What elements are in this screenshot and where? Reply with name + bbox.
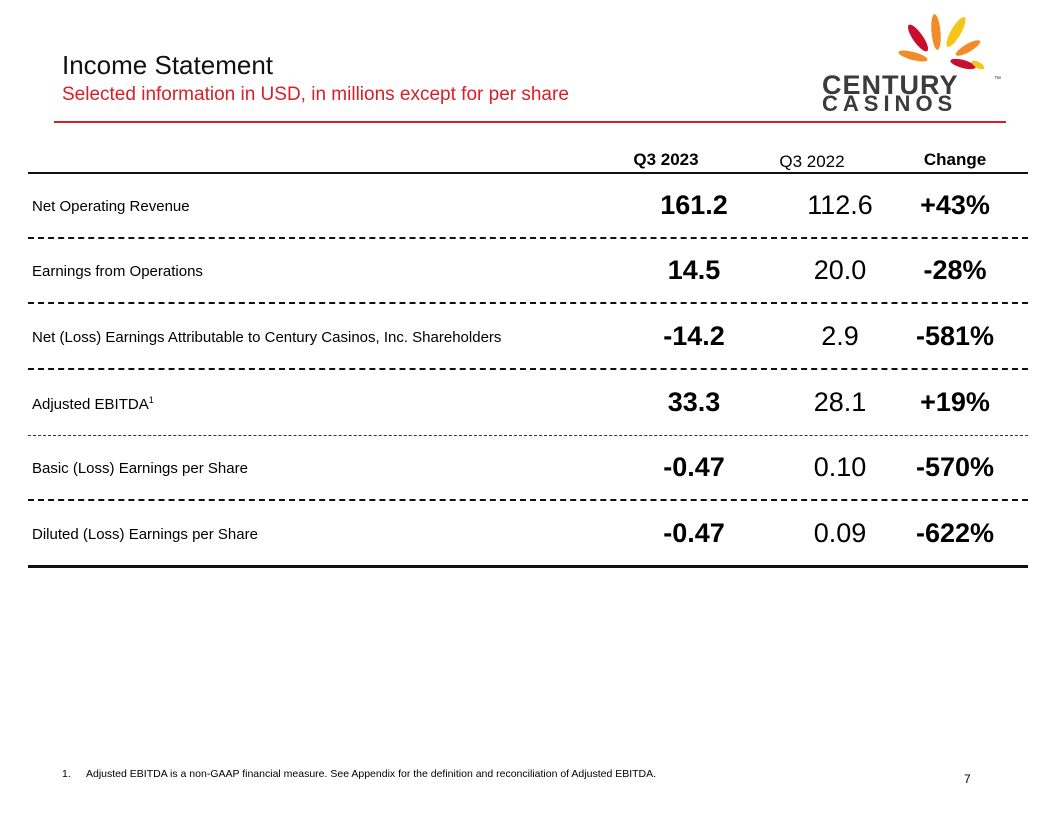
- change-value: -622%: [915, 518, 995, 548]
- row-label: Adjusted EBITDA1: [32, 395, 154, 413]
- row-divider: [28, 499, 1028, 501]
- row-label: Diluted (Loss) Earnings per Share: [32, 526, 258, 543]
- row-divider: [28, 237, 1028, 239]
- logo-line2: CASINOS: [822, 91, 957, 112]
- page-subtitle: Selected information in USD, in millions…: [62, 84, 569, 105]
- table-row: Net (Loss) Earnings Attributable to Cent…: [28, 305, 1028, 370]
- header-divider: [28, 172, 1028, 174]
- table-row: Adjusted EBITDA1 33.3 28.1 +19%: [28, 371, 1028, 436]
- q3-2022-value: 28.1: [813, 387, 867, 417]
- table-row: Basic (Loss) Earnings per Share -0.47 0.…: [28, 436, 1028, 501]
- row-divider: [28, 368, 1028, 370]
- change-value: +43%: [920, 190, 990, 220]
- column-header-q3-2022: Q3 2022: [779, 152, 845, 171]
- title-divider: [54, 121, 1006, 123]
- footnote-number: 1.: [62, 768, 71, 780]
- q3-2023-value: 161.2: [660, 190, 728, 220]
- table-row: Diluted (Loss) Earnings per Share -0.47 …: [28, 502, 1028, 567]
- q3-2022-value: 112.6: [807, 190, 873, 220]
- change-value: +19%: [920, 387, 990, 417]
- row-label: Net Operating Revenue: [32, 198, 190, 215]
- page-title: Income Statement: [62, 50, 273, 80]
- q3-2023-value: -0.47: [663, 518, 725, 548]
- q3-2023-value: 33.3: [667, 387, 721, 417]
- page-number: 7: [964, 772, 971, 786]
- logo-line1: CENTURY: [822, 70, 959, 100]
- table-row: Earnings from Operations 14.5 20.0 -28%: [28, 239, 1028, 304]
- footnote-reference: 1: [148, 395, 154, 405]
- q3-2023-value: -0.47: [663, 452, 725, 482]
- footnote-text: Adjusted EBITDA is a non-GAAP financial …: [86, 768, 657, 780]
- column-header-change: Change: [923, 150, 987, 169]
- row-label: Earnings from Operations: [32, 263, 203, 280]
- century-casinos-logo: CENTURY ™ CASINOS: [822, 14, 1001, 112]
- starburst-icon: [898, 14, 985, 70]
- trademark-mark: ™: [994, 76, 1001, 83]
- column-header-q3-2023: Q3 2023: [633, 150, 699, 169]
- row-label-text: Adjusted EBITDA: [32, 396, 149, 413]
- q3-2023-value: -14.2: [663, 321, 725, 351]
- change-value: -581%: [915, 321, 995, 351]
- q3-2022-value: 0.09: [813, 518, 867, 548]
- q3-2022-value: 2.9: [821, 321, 859, 351]
- q3-2023-value: 14.5: [667, 255, 721, 285]
- row-label: Basic (Loss) Earnings per Share: [32, 460, 248, 477]
- row-label: Net (Loss) Earnings Attributable to Cent…: [32, 329, 502, 346]
- q3-2022-value: 0.10: [813, 452, 867, 482]
- table-bottom-rule: [28, 565, 1028, 568]
- change-value: -28%: [923, 255, 987, 285]
- row-divider: [28, 302, 1028, 304]
- table-row: Net Operating Revenue 161.2 112.6 +43%: [28, 174, 1028, 239]
- row-divider: [28, 435, 1028, 436]
- change-value: -570%: [915, 452, 995, 482]
- footnote: 1. Adjusted EBITDA is a non-GAAP financia…: [62, 768, 656, 780]
- q3-2022-value: 20.0: [813, 255, 867, 285]
